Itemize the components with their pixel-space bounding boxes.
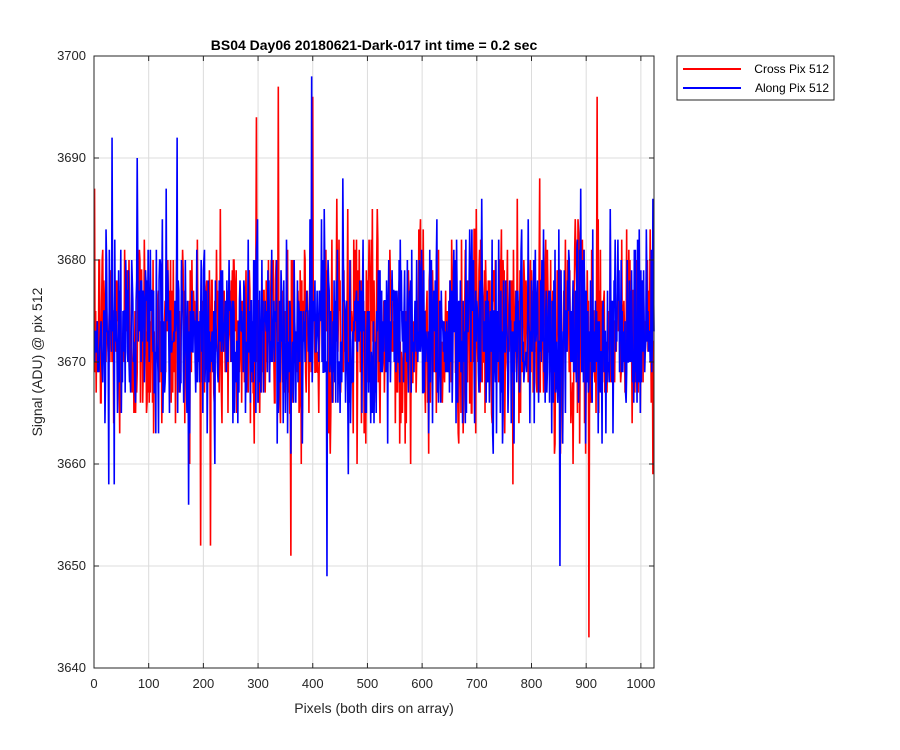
- x-tick-label: 1000: [626, 676, 655, 691]
- x-axis-title: Pixels (both dirs on array): [294, 700, 454, 716]
- x-tick-label: 300: [247, 676, 269, 691]
- chart-title: BS04 Day06 20180621-Dark-017 int time = …: [211, 37, 538, 53]
- y-tick-label: 3670: [57, 354, 86, 369]
- y-tick-label: 3680: [57, 252, 86, 267]
- x-tick-label: 200: [193, 676, 215, 691]
- series-line-along-pix-512: [93, 76, 655, 577]
- x-tick-label: 700: [466, 676, 488, 691]
- x-tick-label: 500: [357, 676, 379, 691]
- x-tick-label: 600: [411, 676, 433, 691]
- y-tick-label: 3650: [57, 558, 86, 573]
- legend: Cross Pix 512 Along Pix 512: [676, 55, 835, 101]
- series-layer: [93, 76, 655, 638]
- y-tick-label: 3640: [57, 660, 86, 675]
- y-tick-label: 3690: [57, 150, 86, 165]
- legend-label-cross: Cross Pix 512: [754, 62, 829, 76]
- x-tick-label: 800: [521, 676, 543, 691]
- y-axis-title: Signal (ADU) @ pix 512: [29, 287, 45, 436]
- axis-ticks: 0 100 200 300 400 500 600 700 800 900 1000 3640 3650…: [57, 48, 655, 691]
- x-tick-label: 0: [90, 676, 97, 691]
- legend-label-along: Along Pix 512: [755, 81, 829, 95]
- x-tick-label: 900: [575, 676, 597, 691]
- y-tick-label: 3700: [57, 48, 86, 63]
- legend-box: [676, 55, 835, 101]
- x-tick-label: 400: [302, 676, 324, 691]
- x-tick-label: 100: [138, 676, 160, 691]
- y-tick-label: 3660: [57, 456, 86, 471]
